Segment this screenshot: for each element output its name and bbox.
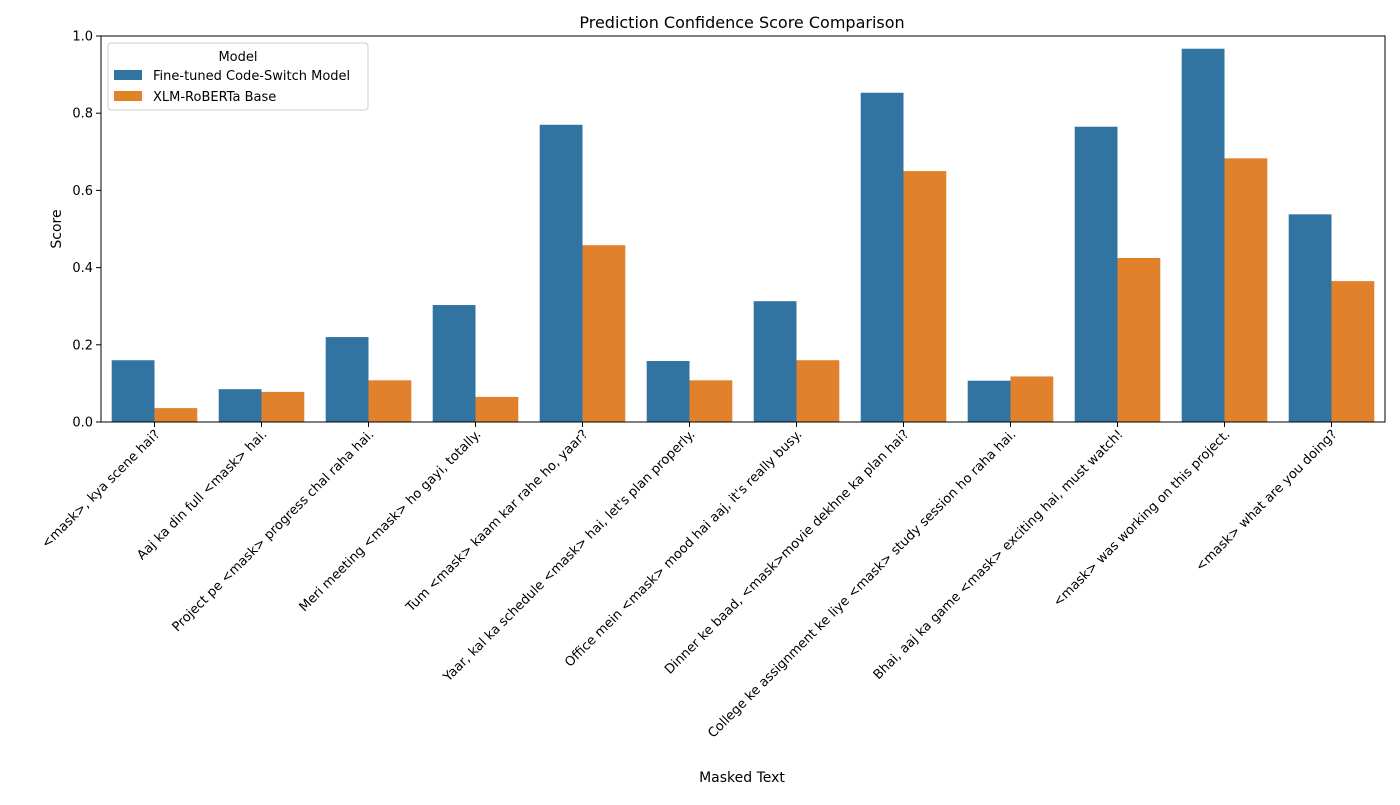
y-tick-label: 0.8 <box>72 107 93 122</box>
bar-xlm-roberta-11 <box>1331 281 1375 422</box>
bar-fine-tuned-4 <box>539 124 583 422</box>
y-tick-label: 0.4 <box>72 261 93 276</box>
legend-swatch-xlm-roberta <box>114 91 142 101</box>
bar-xlm-roberta-10 <box>1224 158 1268 422</box>
bar-xlm-roberta-5 <box>689 380 733 422</box>
bar-xlm-roberta-7 <box>903 171 947 422</box>
bar-fine-tuned-11 <box>1288 214 1332 422</box>
y-axis: 0.0 0.2 0.4 0.6 0.8 1.0 <box>72 30 101 431</box>
y-tick-label: 0.2 <box>72 338 93 353</box>
bar-fine-tuned-9 <box>1074 126 1118 423</box>
bar-xlm-roberta-4 <box>582 245 626 422</box>
legend-label-xlm-roberta: XLM-RoBERTa Base <box>153 90 276 105</box>
chart-title: Prediction Confidence Score Comparison <box>579 13 904 32</box>
bar-fine-tuned-1 <box>218 389 262 422</box>
bar-xlm-roberta-2 <box>368 380 412 422</box>
bar-fine-tuned-2 <box>325 337 369 422</box>
y-tick-label: 0.0 <box>72 416 93 431</box>
legend-title: Model <box>218 50 257 65</box>
bar-fine-tuned-10 <box>1181 48 1225 422</box>
x-axis-label: Masked Text <box>699 770 785 786</box>
bar-fine-tuned-7 <box>860 92 904 422</box>
y-axis-label: Score <box>49 209 65 248</box>
bar-xlm-roberta-3 <box>475 396 519 422</box>
bar-fine-tuned-5 <box>646 361 690 422</box>
legend: Model Fine-tuned Code-Switch Model XLM-R… <box>107 42 369 111</box>
bar-xlm-roberta-1 <box>261 391 305 422</box>
legend-label-fine-tuned: Fine-tuned Code-Switch Model <box>153 69 350 84</box>
y-tick-label: 1.0 <box>72 30 93 45</box>
bar-xlm-roberta-8 <box>1010 376 1054 422</box>
bar-fine-tuned-3 <box>432 305 476 422</box>
bars <box>111 48 1375 423</box>
bar-xlm-roberta-6 <box>796 360 840 422</box>
bar-fine-tuned-6 <box>753 301 797 422</box>
y-tick-label: 0.6 <box>72 184 93 199</box>
legend-swatch-fine-tuned <box>114 70 142 80</box>
plot-frame <box>100 35 1386 423</box>
bar-fine-tuned-8 <box>967 380 1011 422</box>
bar-xlm-roberta-0 <box>154 408 198 422</box>
bar-xlm-roberta-9 <box>1117 257 1161 422</box>
legend-box <box>107 42 369 111</box>
bar-fine-tuned-0 <box>111 360 155 422</box>
